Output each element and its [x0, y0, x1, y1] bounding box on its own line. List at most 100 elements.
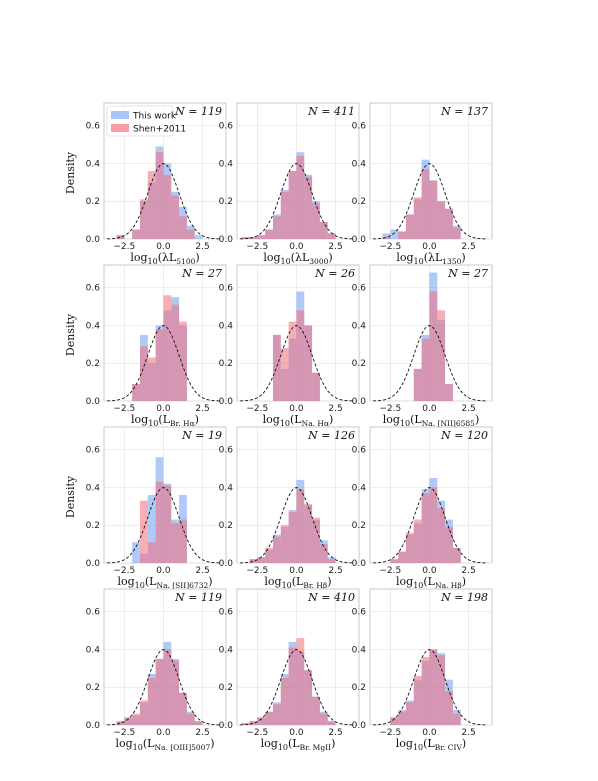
x-tick-label: 2.5 — [328, 566, 342, 576]
bar-shen2011 — [116, 235, 125, 239]
x-tick-label: 2.5 — [461, 728, 475, 738]
bar-shen2011 — [186, 229, 195, 239]
x-tick-label: −2.5 — [113, 242, 135, 252]
y-tick-label: 0.6 — [86, 284, 101, 294]
bar-shen2011 — [405, 214, 414, 239]
bar-shen2011 — [390, 717, 399, 725]
normal-curve — [373, 163, 486, 240]
bar-shen2011 — [437, 201, 446, 239]
bar-shen2011 — [304, 325, 313, 401]
bar-shen2011 — [312, 203, 320, 239]
bar-shen2011 — [445, 527, 453, 563]
x-axis-label: log10(λL1350) — [396, 251, 465, 266]
bar-shen2011 — [312, 517, 320, 563]
panel-4: 0.0 0.2 0.4 0.6 −2.5 0.0 2.5 N = 27 log10(LBr. H… — [64, 264, 227, 428]
bar-shen2011 — [437, 310, 446, 401]
bar-shen2011 — [179, 216, 187, 239]
bar-shen2011 — [280, 677, 289, 725]
bar-shen2011 — [398, 231, 406, 239]
bar-shen2011 — [288, 171, 297, 239]
x-tick-label: 0.0 — [156, 242, 171, 252]
x-tick-label: 2.5 — [195, 728, 209, 738]
bar-shen2011 — [132, 229, 140, 239]
y-tick-label: 0.4 — [219, 483, 234, 493]
y-tick-label: 0.4 — [86, 159, 101, 169]
bar-this-work — [132, 542, 140, 563]
n-count-label: N = 411 — [307, 105, 355, 118]
n-count-label: N = 126 — [307, 429, 355, 442]
bar-shen2011 — [405, 532, 414, 563]
panel-10: 0.0 0.2 0.4 0.6 −2.5 0.0 2.5 N = 119 log10(LNa. … — [86, 588, 227, 752]
bar-shen2011 — [437, 655, 446, 725]
legend: This work Shen+2011 — [106, 105, 186, 137]
bar-shen2011 — [437, 508, 446, 563]
bar-this-work — [194, 235, 203, 239]
bar-shen2011 — [413, 197, 422, 239]
bar-shen2011 — [296, 155, 305, 239]
x-axis-label: log10(LBr. CIV) — [396, 737, 466, 752]
legend-swatch — [111, 124, 129, 132]
bar-shen2011 — [452, 713, 461, 725]
y-tick-label: 0.6 — [352, 284, 367, 294]
x-tick-label: 2.5 — [461, 404, 475, 414]
x-axis-label: log10(LNa. [OIII]5007) — [115, 737, 214, 752]
x-tick-label: −2.5 — [246, 728, 268, 738]
bar-shen2011 — [398, 551, 406, 563]
y-tick-label: 0.6 — [219, 122, 234, 132]
bar-shen2011 — [413, 368, 422, 401]
bar-shen2011 — [413, 675, 422, 725]
y-tick-label: 0.6 — [352, 122, 367, 132]
bar-shen2011 — [257, 717, 266, 725]
n-count-label: N = 119 — [174, 105, 222, 118]
y-tick-label: 0.4 — [352, 645, 367, 655]
bar-shen2011 — [445, 691, 453, 725]
normal-curve — [373, 487, 486, 564]
x-tick-label: 2.5 — [328, 404, 342, 414]
x-tick-label: −2.5 — [379, 566, 401, 576]
y-tick-label: 0.6 — [86, 446, 101, 456]
bar-shen2011 — [241, 237, 250, 239]
y-tick-label: 0.0 — [352, 559, 367, 569]
bar-shen2011 — [452, 227, 461, 239]
panel-2: 0.0 0.2 0.4 0.6 −2.5 0.0 2.5 N = 411 log10(λL300… — [219, 102, 360, 266]
y-tick-label: 0.2 — [352, 521, 366, 531]
n-count-label: N = 119 — [174, 591, 222, 604]
x-tick-label: −2.5 — [379, 404, 401, 414]
bar-shen2011 — [421, 338, 430, 401]
y-tick-label: 0.2 — [219, 197, 233, 207]
x-tick-label: 0.0 — [422, 404, 437, 414]
x-tick-label: 0.0 — [289, 566, 304, 576]
bar-shen2011 — [327, 233, 336, 239]
bar-shen2011 — [147, 171, 156, 239]
y-tick-label: 0.6 — [352, 608, 367, 618]
normal-curve — [240, 163, 353, 240]
x-tick-label: −2.5 — [379, 242, 401, 252]
bar-shen2011 — [147, 357, 156, 401]
y-tick-label: 0.4 — [219, 645, 234, 655]
n-count-label: N = 198 — [440, 591, 488, 604]
x-axis-label: log10(LNa. [NII]6585) — [383, 413, 480, 428]
bar-shen2011 — [147, 677, 156, 725]
y-tick-label: 0.2 — [219, 359, 233, 369]
y-tick-label: 0.2 — [86, 197, 100, 207]
y-tick-label: 0.4 — [86, 321, 101, 331]
bar-shen2011 — [171, 195, 180, 239]
normal-curve — [107, 649, 220, 726]
bar-shen2011 — [272, 334, 281, 401]
n-count-label: N = 27 — [181, 267, 222, 280]
bar-shen2011 — [171, 304, 180, 401]
bar-shen2011 — [382, 237, 391, 239]
legend-label: This work — [132, 112, 177, 122]
y-tick-label: 0.0 — [86, 559, 101, 569]
y-tick-label: 0.4 — [86, 645, 101, 655]
bar-shen2011 — [288, 647, 297, 725]
x-tick-label: 2.5 — [195, 404, 209, 414]
bar-shen2011 — [163, 485, 172, 563]
bar-shen2011 — [421, 493, 430, 563]
bar-shen2011 — [272, 216, 281, 239]
bar-shen2011 — [139, 500, 148, 563]
x-axis-label: log10(λL3000) — [263, 251, 332, 266]
bar-shen2011 — [139, 346, 148, 401]
y-tick-label: 0.0 — [352, 235, 367, 245]
bar-shen2011 — [304, 670, 313, 725]
